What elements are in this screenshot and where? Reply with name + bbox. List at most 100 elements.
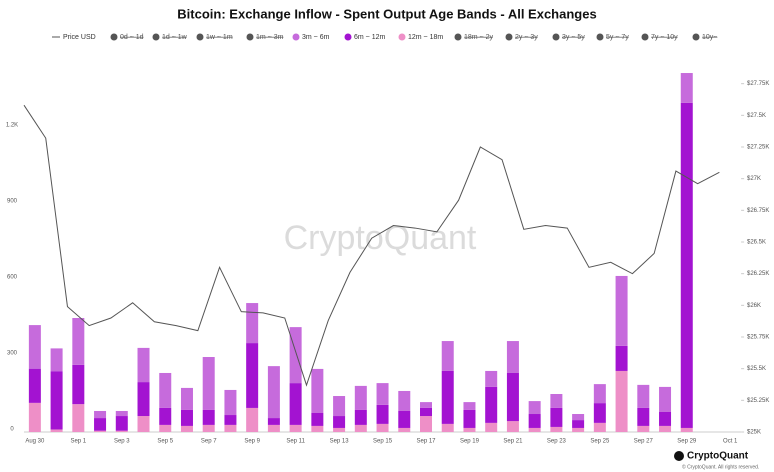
bar-segment xyxy=(137,382,150,417)
bar-segment xyxy=(637,425,650,432)
bar-segment xyxy=(202,424,215,432)
bar-segment xyxy=(485,370,498,387)
y-tick-label: 300 xyxy=(7,351,18,357)
bar-segment xyxy=(50,348,63,372)
bar-segment xyxy=(94,410,107,419)
legend-dot xyxy=(152,33,160,41)
bar-segment xyxy=(267,366,280,419)
bar-segment xyxy=(398,390,411,411)
bar-segment xyxy=(550,426,563,432)
y2-tick-label: $25.25K xyxy=(747,398,769,404)
bar-segment xyxy=(289,383,302,425)
x-tick-label: Sep 13 xyxy=(330,439,350,445)
bar-segment xyxy=(180,387,193,410)
bar-segment xyxy=(441,370,454,424)
y2-tick-label: $27.75K xyxy=(747,81,769,87)
y-tick-label: 1.2K xyxy=(6,123,18,129)
x-tick-label: Sep 5 xyxy=(157,439,173,445)
bar-segment xyxy=(550,394,563,408)
legend-label[interactable]: 3m ~ 6m xyxy=(302,34,330,41)
bar-segment xyxy=(485,386,498,423)
bar-segment xyxy=(506,341,519,373)
y-tick-label: 600 xyxy=(7,275,18,281)
legend-label[interactable]: 0d ~ 1d xyxy=(120,34,144,41)
y2-tick-label: $27.25K xyxy=(747,145,769,151)
legend-label[interactable]: 18m ~ 2y xyxy=(464,34,493,41)
legend-label[interactable]: 2y ~ 3y xyxy=(515,34,538,41)
y2-tick-label: $27.5K xyxy=(747,113,766,119)
bar-segment xyxy=(94,418,107,431)
y2-tick-label: $26.25K xyxy=(747,271,769,277)
bar-segment xyxy=(289,424,302,432)
footer-brand: CryptoQuant xyxy=(687,451,749,462)
bar-segment xyxy=(528,414,541,428)
bar-segment xyxy=(28,402,41,432)
bar-segment xyxy=(224,424,237,432)
footer-note: © CryptoQuant. All rights reserved. xyxy=(682,463,759,470)
legend-label[interactable]: 5y ~ 7y xyxy=(606,34,629,41)
bar-segment xyxy=(637,407,650,426)
y2-tick-label: $26K xyxy=(747,303,761,309)
bar-segment xyxy=(354,424,367,432)
legend-label[interactable]: 3y ~ 5y xyxy=(562,34,585,41)
bar-segment xyxy=(376,423,389,432)
bar-segment xyxy=(506,372,519,422)
x-tick-label: Sep 17 xyxy=(416,439,436,445)
bar-segment xyxy=(420,416,433,432)
x-tick-label: Sep 9 xyxy=(244,439,260,445)
legend-label[interactable]: 1d ~ 1w xyxy=(162,34,188,41)
bar-segment xyxy=(528,427,541,432)
watermark: CryptoQuant xyxy=(284,219,477,257)
bar-segment xyxy=(615,370,628,432)
legend-dot xyxy=(246,33,254,41)
x-tick-label: Sep 21 xyxy=(503,439,523,445)
bar-segment xyxy=(289,327,302,384)
bar-segment xyxy=(246,407,259,432)
bar-segment xyxy=(246,303,259,344)
legend-label: Price USD xyxy=(63,34,96,41)
bar-segment xyxy=(311,425,324,432)
legend-dot xyxy=(596,33,604,41)
legend-label[interactable]: 1w ~ 1m xyxy=(206,34,233,41)
legend-label[interactable]: 10y~ xyxy=(702,34,717,41)
bar-segment xyxy=(420,402,433,408)
y-tick-label: 0 xyxy=(10,427,14,433)
legend-label[interactable]: 1m ~ 3m xyxy=(256,34,284,41)
x-tick-label: Sep 19 xyxy=(460,439,480,445)
legend-dot xyxy=(344,33,352,41)
bar-segment xyxy=(354,385,367,410)
bar-segment xyxy=(593,384,606,404)
bar-segment xyxy=(398,427,411,432)
legend-dot xyxy=(196,33,204,41)
y2-tick-label: $26.75K xyxy=(747,208,769,214)
bar-segment xyxy=(159,372,172,408)
x-tick-label: Oct 1 xyxy=(723,439,738,445)
legend-label[interactable]: 12m ~ 18m xyxy=(408,34,443,41)
x-tick-label: Aug 30 xyxy=(25,439,45,445)
bar-segment xyxy=(659,411,672,426)
bar-segment xyxy=(420,407,433,417)
y2-tick-label: $25.5K xyxy=(747,366,766,372)
bar-segment xyxy=(572,427,585,432)
bar-segment xyxy=(680,73,693,103)
y2-tick-label: $27K xyxy=(747,176,761,182)
bar-segment xyxy=(441,341,454,371)
bar-segment xyxy=(311,368,324,413)
x-tick-label: Sep 3 xyxy=(114,439,130,445)
bar-segment xyxy=(463,427,476,432)
bar-segment xyxy=(50,371,63,430)
bar-segment xyxy=(615,345,628,371)
bar-segment xyxy=(659,425,672,432)
bar-segment xyxy=(333,416,346,428)
x-tick-label: Sep 25 xyxy=(590,439,610,445)
legend-label[interactable]: 6m ~ 12m xyxy=(354,34,385,41)
y2-tick-label: $25.75K xyxy=(747,335,769,341)
bar-segment xyxy=(180,425,193,432)
bar-segment xyxy=(333,396,346,417)
bar-segment xyxy=(593,403,606,423)
legend-label[interactable]: 7y ~ 10y xyxy=(651,34,678,41)
bar-segment xyxy=(94,430,107,432)
bar-segment xyxy=(50,429,63,432)
bar-segment xyxy=(354,409,367,425)
bar-segment xyxy=(137,347,150,383)
